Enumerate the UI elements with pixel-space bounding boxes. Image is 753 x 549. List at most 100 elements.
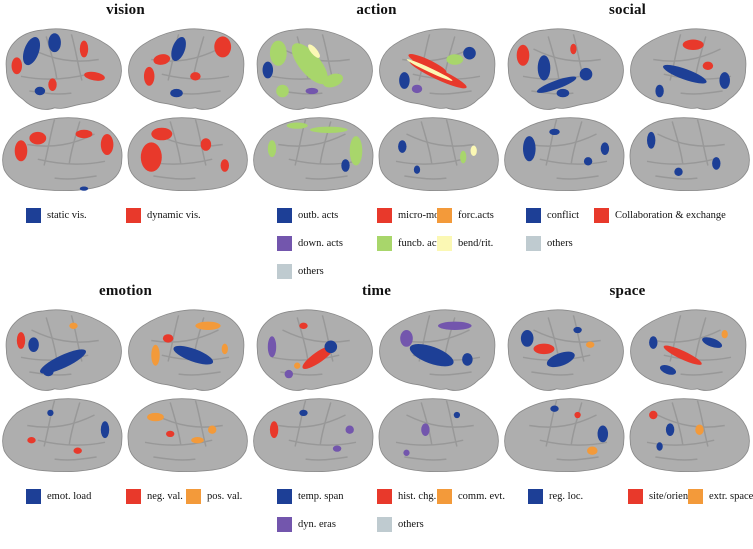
legend-item: funcb. acts <box>377 235 443 251</box>
activation-region-blue <box>79 186 89 191</box>
legend-swatch <box>377 235 392 251</box>
legend-label: micro-mov. <box>398 209 447 221</box>
legend-label: comm. evt. <box>458 490 505 502</box>
activation-region-blue <box>600 142 610 155</box>
activation-region-blue <box>171 36 186 62</box>
activation-region-green <box>269 40 287 66</box>
legend-swatch <box>526 235 541 251</box>
activation-region-red <box>269 421 279 439</box>
activation-region-blue <box>655 84 664 98</box>
legend-swatch <box>437 235 452 251</box>
legend-swatch <box>594 207 609 223</box>
brain-medial-right <box>378 398 499 473</box>
activation-region-red <box>702 61 714 70</box>
sulcus-line <box>531 371 574 376</box>
legend-item: emot. load <box>26 488 91 504</box>
legend-item: conflict <box>526 207 579 223</box>
activation-region-blue <box>22 37 41 66</box>
activation-region-purple <box>305 87 319 95</box>
activation-region-green <box>286 122 308 129</box>
activation-region-green <box>322 73 343 88</box>
sulcus-line <box>319 402 332 445</box>
activation-region-blue <box>549 128 560 136</box>
sulcus-line <box>169 402 182 445</box>
brain-lateral-right <box>379 309 496 391</box>
panel-time: time temp. span hist. chg. comm. evt. dyn. e… <box>251 281 505 549</box>
activation-region-red <box>570 43 577 55</box>
brain-medial-left <box>253 117 374 192</box>
activation-region-blue <box>47 409 54 417</box>
legend: conflict Collaboration & exchange others <box>502 204 753 268</box>
activation-region-red <box>140 142 162 172</box>
activation-region-blue <box>324 340 338 354</box>
legend-item: site/orient. <box>628 488 694 504</box>
activation-region-blue <box>170 88 183 98</box>
activation-region-blue <box>583 157 593 166</box>
legend-swatch <box>26 488 41 504</box>
brain-lateral-right <box>379 28 496 110</box>
activation-region-orange <box>195 321 221 330</box>
legend-label: reg. loc. <box>549 490 584 502</box>
activation-region-blue <box>523 136 536 162</box>
activation-region-purple <box>345 425 354 434</box>
brain-surfaces <box>2 309 248 473</box>
legend-label: extr. space <box>709 490 753 502</box>
legend-swatch <box>628 488 643 504</box>
activation-region-blue <box>579 67 593 81</box>
legend-item: Collaboration & exchange <box>594 207 726 223</box>
sulcus-line <box>194 119 207 166</box>
activation-region-purple <box>332 445 342 452</box>
activation-region-blue <box>546 351 575 368</box>
sulcus-line <box>570 402 583 445</box>
cortex-surface <box>127 398 248 473</box>
legend-item: down. acts <box>277 235 343 251</box>
sulcus-line <box>657 133 725 147</box>
legend-swatch <box>377 488 392 504</box>
activation-region-blue <box>463 46 476 60</box>
activation-region-blue <box>262 61 274 79</box>
brain-lateral-right <box>128 309 245 391</box>
brain-lateral-left <box>507 309 624 391</box>
legend-swatch <box>528 488 543 504</box>
legend-label: site/orient. <box>649 490 694 502</box>
activation-region-blue <box>556 88 570 98</box>
activation-region-green <box>267 140 277 158</box>
legend-swatch <box>126 488 141 504</box>
sulcus-line <box>531 90 574 95</box>
sulcus-line <box>445 400 458 447</box>
legend-swatch <box>377 207 392 223</box>
activation-region-orange <box>191 437 204 444</box>
activation-region-red <box>574 411 581 419</box>
activation-region-orange <box>721 330 728 339</box>
legend-label: emot. load <box>47 490 92 502</box>
activation-region-green <box>291 43 328 85</box>
activation-region-orange <box>147 412 164 422</box>
sulcus-line <box>420 402 433 445</box>
activation-region-blue <box>399 72 410 89</box>
sulcus-line <box>294 119 307 166</box>
brain-medial-left <box>504 117 625 192</box>
sulcus-line <box>305 175 348 180</box>
activation-region-red <box>682 39 704 51</box>
brain-surfaces <box>504 28 750 192</box>
panel-social: social conflict Collaboration & exchange ot… <box>502 0 753 268</box>
activation-region-blue <box>40 349 86 374</box>
activation-region-red <box>143 66 155 86</box>
legend-label: pos. val. <box>207 490 243 502</box>
activation-region-red <box>153 54 171 65</box>
brain-surfaces <box>504 309 750 473</box>
activation-region-blue <box>537 55 551 81</box>
activation-region-yellow <box>470 145 477 157</box>
sulcus-line <box>653 48 721 62</box>
activation-region-red <box>11 57 23 75</box>
legend-label: funcb. acts <box>398 237 444 249</box>
legend-item: pos. val. <box>186 488 242 504</box>
activation-region-red <box>73 447 82 454</box>
brain-medial-right <box>378 117 499 192</box>
sulcus-line <box>294 400 307 447</box>
activation-region-blue <box>100 421 110 439</box>
cortex-surface <box>507 309 624 391</box>
activation-region-blue <box>719 72 730 89</box>
brain-lateral-left <box>256 28 373 110</box>
activation-region-orange <box>151 344 160 366</box>
